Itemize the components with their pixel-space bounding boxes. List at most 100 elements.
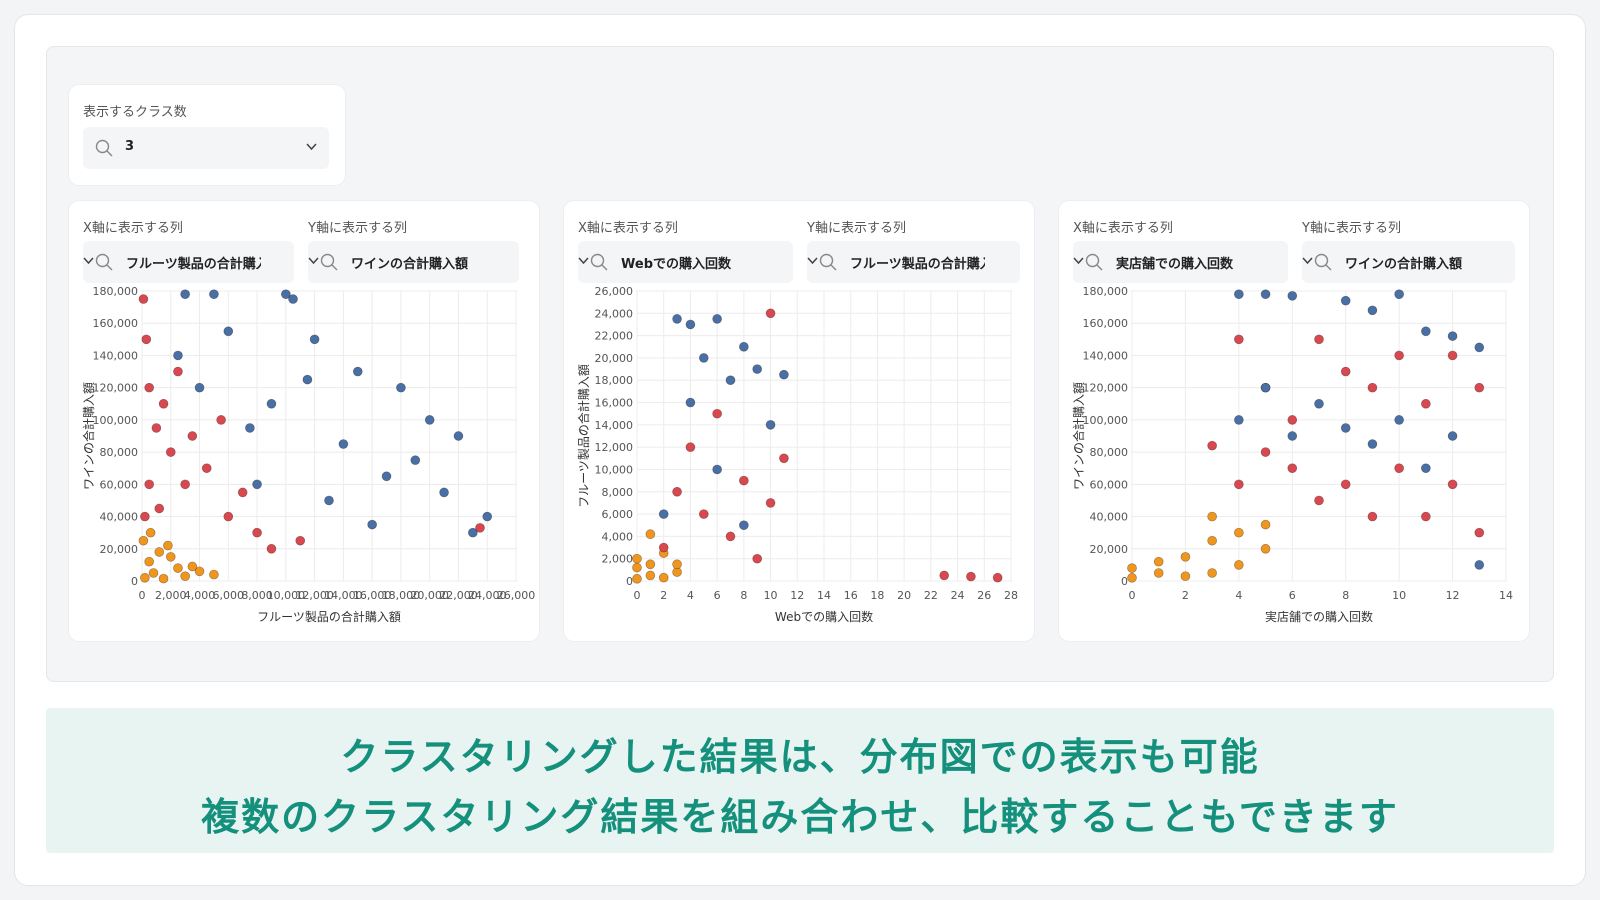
data-point [180, 479, 191, 490]
data-point [140, 511, 150, 522]
y-tick-label: 14,000 [595, 419, 634, 432]
x-tick-label: 2,000 [155, 589, 187, 602]
data-point [1207, 535, 1217, 546]
chart-card-1: X軸に表示する列 Y軸に表示する列 フルーツ製品の合計購入額 ワインの合計購入額… [69, 201, 539, 641]
y-tick-label: 60,000 [1090, 478, 1129, 491]
scatter-plot-1: 0 2,0004,0006,0008,00010,00012,00014,0001… [81, 286, 535, 624]
y-tick-label: 180,000 [1083, 286, 1129, 298]
data-point [216, 415, 226, 425]
y-axis-select[interactable]: ワインの合計購入額 [308, 241, 519, 283]
x-axis-title: フルーツ製品の合計購入額 [257, 609, 401, 624]
x-axis-select[interactable]: Webでの購入回数 [578, 241, 793, 283]
chevron-down-icon [308, 257, 319, 265]
y-tick-label: 0 [626, 575, 633, 588]
data-point [209, 289, 219, 300]
data-point [1153, 556, 1164, 567]
x-tick-label: 18,000 [382, 589, 421, 602]
x-axis-select[interactable]: 実店舗での購入回数 [1073, 241, 1288, 283]
data-point [752, 364, 763, 374]
x-axis-title: Webでの購入回数 [775, 609, 873, 624]
x-axis-select[interactable]: フルーツ製品の合計購入額 [83, 241, 294, 283]
data-point [1447, 431, 1458, 441]
y-tick-label: 160,000 [93, 317, 139, 330]
y-tick-label: 12,000 [595, 441, 634, 454]
data-point [295, 535, 306, 546]
data-point [252, 479, 262, 490]
x-tick-label: 14 [1499, 589, 1513, 602]
y-tick-label: 40,000 [1090, 511, 1129, 524]
data-point [144, 382, 155, 393]
chevron-down-icon [83, 257, 94, 265]
chart-card-2: X軸に表示する列 Y軸に表示する列 Webでの購入回数 フルーツ製品の合計購入額… [564, 201, 1034, 641]
data-point [151, 423, 162, 433]
data-point [173, 366, 183, 377]
data-point [1127, 563, 1137, 573]
data-point [672, 314, 682, 324]
search-icon [590, 253, 608, 271]
data-point [1180, 551, 1191, 562]
data-point [180, 571, 191, 582]
y-axis-select-label: Y軸に表示する列 [807, 221, 906, 236]
data-point [1287, 431, 1298, 441]
x-tick-label: 10 [764, 589, 778, 602]
x-tick-label: 6 [714, 589, 721, 602]
data-point [158, 398, 169, 409]
data-point [1421, 398, 1431, 409]
data-point [173, 563, 183, 573]
x-tick-label: 12 [1446, 589, 1460, 602]
data-point [658, 572, 669, 583]
class-count-select[interactable]: 3 [83, 127, 329, 169]
data-point [141, 334, 152, 345]
y-tick-label: 0 [131, 575, 138, 588]
data-point [1394, 289, 1404, 300]
data-point [410, 455, 421, 466]
data-point [381, 471, 392, 482]
class-count-card: 表示するクラス数 3 [69, 85, 345, 185]
data-point [140, 572, 150, 583]
data-point [144, 479, 155, 490]
data-point [779, 369, 789, 380]
data-point [1367, 511, 1378, 522]
x-tick-label: 6,000 [213, 589, 245, 602]
data-point [158, 573, 169, 584]
y-axis-select-label: Y軸に表示する列 [308, 221, 407, 236]
data-point [1367, 382, 1378, 393]
x-axis-title: 実店舗での購入回数 [1265, 609, 1373, 624]
data-point [165, 551, 176, 562]
data-point [144, 556, 155, 567]
y-tick-label: 4,000 [602, 530, 634, 543]
y-tick-label: 8,000 [602, 486, 634, 499]
y-axis-select-value: フルーツ製品の合計購入額 [850, 257, 985, 272]
y-tick-label: 26,000 [595, 286, 634, 298]
scatter-plot-3: 0 2 4 6 8 10 12 14 0 20,000 40,000 60,000 80,000 100,… [1071, 286, 1513, 624]
data-point [165, 447, 176, 457]
data-point [1234, 334, 1244, 345]
x-tick-label: 20 [897, 589, 911, 602]
y-axis-select-value: ワインの合計購入額 [1345, 257, 1463, 272]
y-tick-label: 60,000 [100, 478, 139, 491]
y-tick-label: 100,000 [93, 414, 139, 427]
x-tick-label: 18 [870, 589, 884, 602]
x-tick-label: 28 [1004, 589, 1018, 602]
x-tick-label: 6 [1289, 589, 1296, 602]
data-point [1260, 289, 1271, 300]
y-axis-title: フルーツ製品の合計購入額 [576, 364, 591, 508]
y-axis-title: ワインの合計購入額 [81, 382, 96, 490]
data-point [1340, 479, 1351, 490]
search-icon [1085, 253, 1103, 271]
y-tick-label: 40,000 [100, 511, 139, 524]
data-point [1314, 334, 1324, 345]
search-icon [95, 139, 113, 157]
search-icon [819, 253, 837, 271]
data-point [439, 487, 449, 498]
y-tick-label: 18,000 [595, 374, 634, 387]
y-axis-select[interactable]: ワインの合計購入額 [1302, 241, 1515, 283]
y-tick-label: 16,000 [595, 397, 634, 410]
y-axis-select[interactable]: フルーツ製品の合計購入額 [807, 241, 1020, 283]
data-point [194, 566, 205, 577]
x-axis-select-value: Webでの購入回数 [621, 257, 731, 272]
data-point [739, 520, 749, 531]
data-point [396, 382, 406, 393]
caption-banner: クラスタリングした結果は、分布図での表示も可能 複数のクラスタリング結果を組み合… [46, 708, 1554, 853]
data-point [685, 442, 696, 453]
